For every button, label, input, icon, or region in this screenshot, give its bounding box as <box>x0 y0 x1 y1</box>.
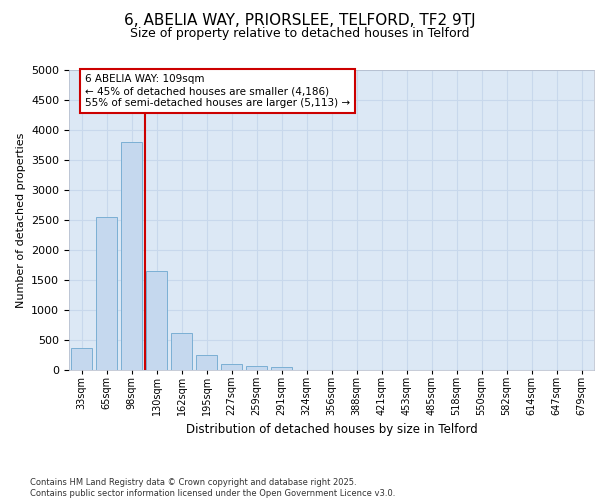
Bar <box>196 355 217 370</box>
Bar <box>146 271 167 370</box>
Bar <box>121 142 142 370</box>
Bar <box>271 367 292 370</box>
Text: 6, ABELIA WAY, PRIORSLEE, TELFORD, TF2 9TJ: 6, ABELIA WAY, PRIORSLEE, TELFORD, TF2 9… <box>124 12 476 28</box>
Y-axis label: Number of detached properties: Number of detached properties <box>16 132 26 308</box>
Text: 6 ABELIA WAY: 109sqm
← 45% of detached houses are smaller (4,186)
55% of semi-de: 6 ABELIA WAY: 109sqm ← 45% of detached h… <box>85 74 350 108</box>
X-axis label: Distribution of detached houses by size in Telford: Distribution of detached houses by size … <box>185 424 478 436</box>
Text: Contains HM Land Registry data © Crown copyright and database right 2025.
Contai: Contains HM Land Registry data © Crown c… <box>30 478 395 498</box>
Bar <box>71 348 92 370</box>
Bar <box>171 332 192 370</box>
Text: Size of property relative to detached houses in Telford: Size of property relative to detached ho… <box>130 28 470 40</box>
Bar <box>246 366 267 370</box>
Bar <box>96 217 117 370</box>
Bar <box>221 364 242 370</box>
